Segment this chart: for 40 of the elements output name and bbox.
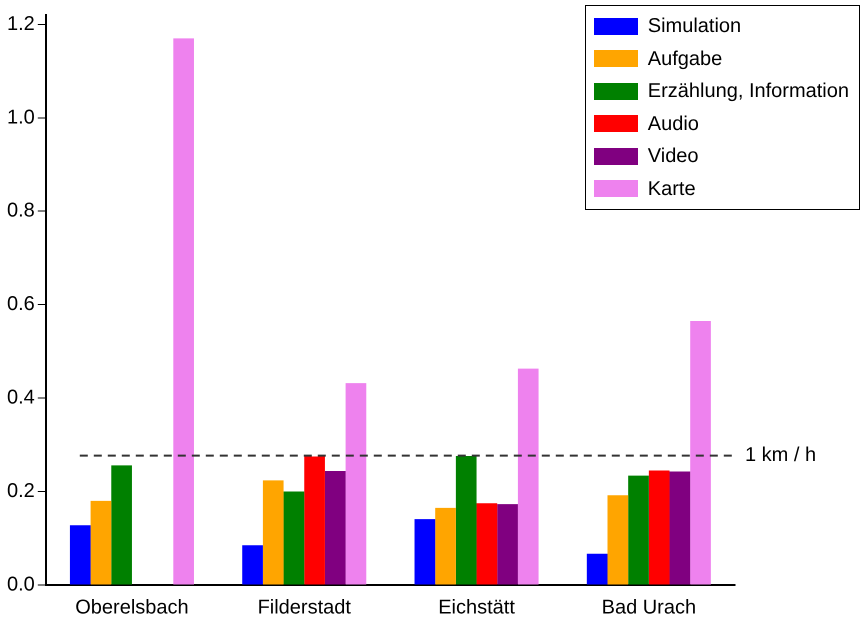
legend-label: Simulation (648, 14, 742, 39)
bar (648, 470, 670, 584)
y-tick-label: 0.4 (6, 386, 35, 409)
y-tick-label: 1.2 (6, 12, 35, 35)
bar (518, 368, 539, 584)
legend-label: Audio (648, 112, 699, 136)
bar (242, 545, 263, 584)
bar (70, 525, 91, 584)
y-tick-label: 0.6 (6, 293, 35, 316)
bar (414, 519, 436, 584)
bar (608, 495, 628, 584)
bar (324, 471, 346, 584)
bar (304, 456, 325, 584)
y-tick-label: 0.0 (6, 574, 35, 596)
bar (497, 504, 518, 584)
bar (435, 508, 456, 584)
bar (284, 492, 304, 584)
bar (262, 480, 284, 584)
ref-line-label: 1 km / h (745, 444, 816, 466)
x-tick-label: Bad Urach (602, 596, 696, 619)
legend-label: Video (648, 144, 699, 169)
x-tick-label: Filderstadt (258, 596, 352, 619)
y-tick-label: 0.8 (6, 200, 35, 222)
y-tick-label: 0.2 (6, 480, 35, 502)
x-tick-label: Eichstätt (438, 596, 516, 619)
bar (456, 456, 477, 584)
legend-label: Aufgabe (648, 46, 722, 72)
bar (476, 503, 498, 584)
bar (346, 383, 366, 584)
bar (111, 465, 132, 584)
bar (628, 476, 649, 584)
legend-label: Erzählung, Information (648, 79, 849, 104)
bar (690, 321, 711, 584)
bar (670, 471, 690, 584)
bar (586, 554, 608, 584)
bar (173, 38, 194, 584)
legend-label: Karte (648, 176, 696, 202)
bar (90, 500, 112, 584)
y-tick-label: 1.0 (6, 106, 35, 128)
x-tick-label: Oberelsbach (75, 596, 189, 619)
